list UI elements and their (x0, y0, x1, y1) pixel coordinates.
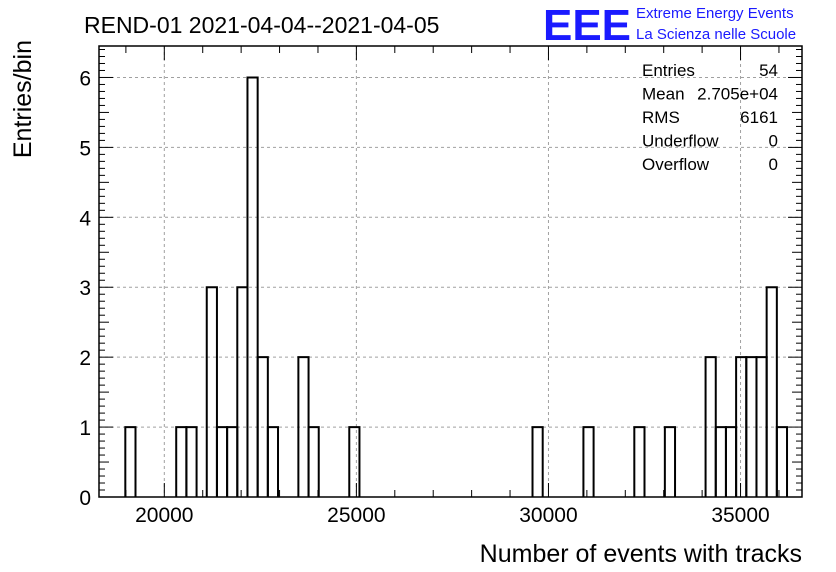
histogram-bin-15 (633, 426, 646, 497)
x-tick-labels: 20000 25000 30000 35000 (135, 504, 770, 527)
histogram-bin-4 (215, 426, 229, 497)
y-tick-label-0: 0 (79, 487, 91, 510)
y-tick-label-1: 1 (79, 417, 91, 440)
histogram-bin-9 (266, 426, 280, 497)
logo-line1: Extreme Energy Events (636, 5, 794, 22)
grid-lines (99, 46, 802, 497)
stat-label-0: Entries (642, 61, 695, 80)
plot-frame (98, 45, 803, 498)
y-tick-label-4: 4 (79, 207, 91, 230)
axis-ticks (99, 46, 802, 498)
stat-label-2: RMS (642, 108, 680, 127)
histogram-bin-23 (765, 286, 778, 497)
histogram-bin-18 (714, 426, 727, 497)
histogram-bin-1 (175, 426, 188, 497)
logo-line2: La Scienza nelle Scuole (636, 26, 796, 43)
y-tick-label-2: 2 (79, 347, 91, 370)
stat-label-1: Mean (642, 85, 685, 104)
histogram-bin-14 (582, 426, 595, 497)
histogram-bin-6 (236, 286, 249, 497)
histogram-bin-16 (663, 426, 677, 497)
y-axis-title: Entries/bin (9, 40, 37, 158)
y-tick-label-5: 5 (79, 137, 91, 160)
logo-mark: EEE (543, 1, 631, 50)
stat-label-3: Underflow (642, 132, 719, 151)
x-tick-label-3: 35000 (711, 504, 769, 527)
histogram-bin-5 (226, 426, 239, 497)
stat-label-4: Overflow (642, 155, 710, 174)
y-tick-label-6: 6 (79, 67, 91, 90)
x-tick-label-2: 30000 (519, 504, 577, 527)
histogram-bin-12 (348, 426, 361, 497)
histogram-bin-13 (531, 426, 544, 497)
histogram-bin-3 (205, 286, 218, 497)
histogram-bin-19 (724, 426, 738, 497)
eee-logo: EEE Extreme Energy Events La Scienza nel… (543, 1, 796, 50)
x-tick-label-1: 25000 (327, 504, 385, 527)
histogram-bin-24 (775, 426, 789, 497)
stats-box: Entries 54 Mean 2.705e+04 RMS 6161 Underflow 0 O… (642, 61, 778, 174)
histogram-bin-2 (185, 426, 198, 497)
stat-value-3: 0 (769, 132, 778, 151)
x-tick-label-0: 20000 (135, 504, 193, 527)
stat-value-4: 0 (769, 155, 778, 174)
histogram-bin-11 (307, 426, 320, 497)
histogram-series (124, 76, 789, 497)
y-tick-label-3: 3 (79, 277, 91, 300)
histogram-bin-0 (124, 426, 137, 497)
stat-value-2: 6161 (740, 108, 778, 127)
chart-title: REND-01 2021-04-04--2021-04-05 (84, 12, 439, 38)
stat-value-0: 54 (759, 61, 778, 80)
stat-value-1: 2.705e+04 (697, 85, 778, 104)
x-axis-title: Number of events with tracks (480, 540, 802, 568)
histogram-bin-7 (246, 76, 259, 497)
y-tick-labels: 0 1 2 3 4 5 6 (79, 67, 91, 510)
